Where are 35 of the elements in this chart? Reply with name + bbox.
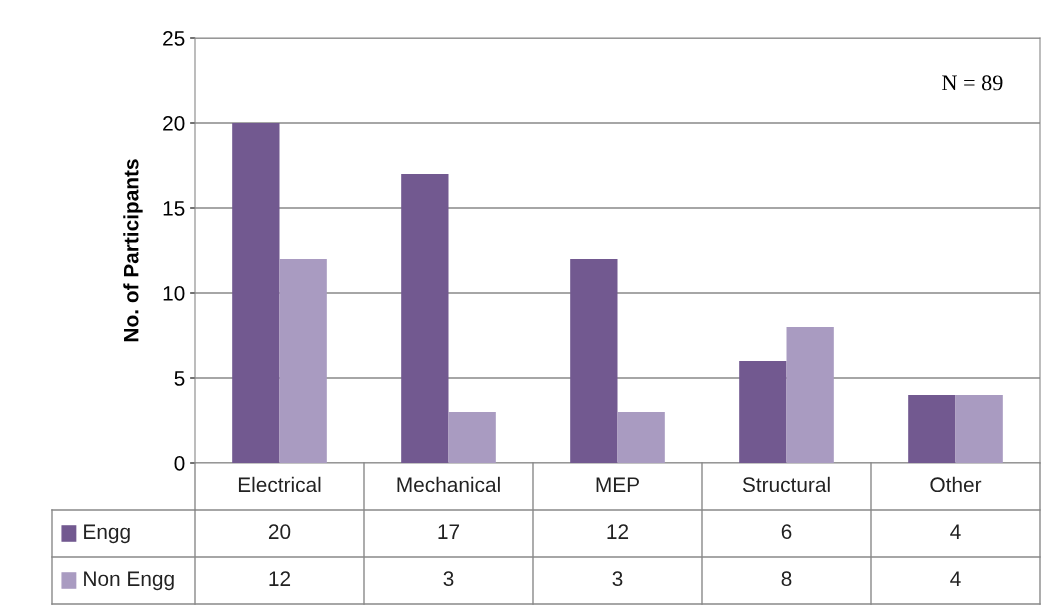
bar <box>401 174 449 463</box>
x-tick-label: Electrical <box>238 476 321 493</box>
data-label: 17 <box>438 524 460 539</box>
x-tick-label: Mechanical <box>397 476 500 493</box>
data-label: 20 <box>268 524 291 540</box>
bar <box>739 361 787 463</box>
bar <box>617 412 665 463</box>
bar <box>786 327 834 463</box>
y-tick-label: 10 <box>163 286 185 301</box>
x-tick-label: Structural <box>742 476 830 493</box>
bar <box>570 259 618 463</box>
data-label: 12 <box>269 571 291 586</box>
data-label: 4 <box>950 524 961 539</box>
bar <box>448 412 496 463</box>
data-label: 12 <box>607 524 629 539</box>
legend-label: Non Engg <box>84 571 174 591</box>
bar <box>955 395 1003 463</box>
y-tick-label: 0 <box>174 456 185 471</box>
y-axis-title: No. of Participants <box>123 159 143 342</box>
bar <box>279 259 327 463</box>
x-tick-label: Other <box>930 476 982 493</box>
legend-label: Engg <box>84 524 130 544</box>
y-tick-label: 5 <box>174 371 185 386</box>
y-tick-label: 15 <box>163 201 185 216</box>
data-label: 6 <box>781 524 792 540</box>
x-tick-label: MEP <box>596 477 639 492</box>
y-tick-label: 20 <box>163 116 185 131</box>
data-label: 3 <box>612 571 623 587</box>
data-label: 4 <box>950 571 961 586</box>
bar <box>232 123 280 463</box>
annotation: N = 89 <box>942 75 1003 91</box>
y-tick-label: 25 <box>163 31 185 46</box>
bar <box>908 395 956 463</box>
data-label: 8 <box>781 571 792 587</box>
data-label: 3 <box>443 571 454 587</box>
